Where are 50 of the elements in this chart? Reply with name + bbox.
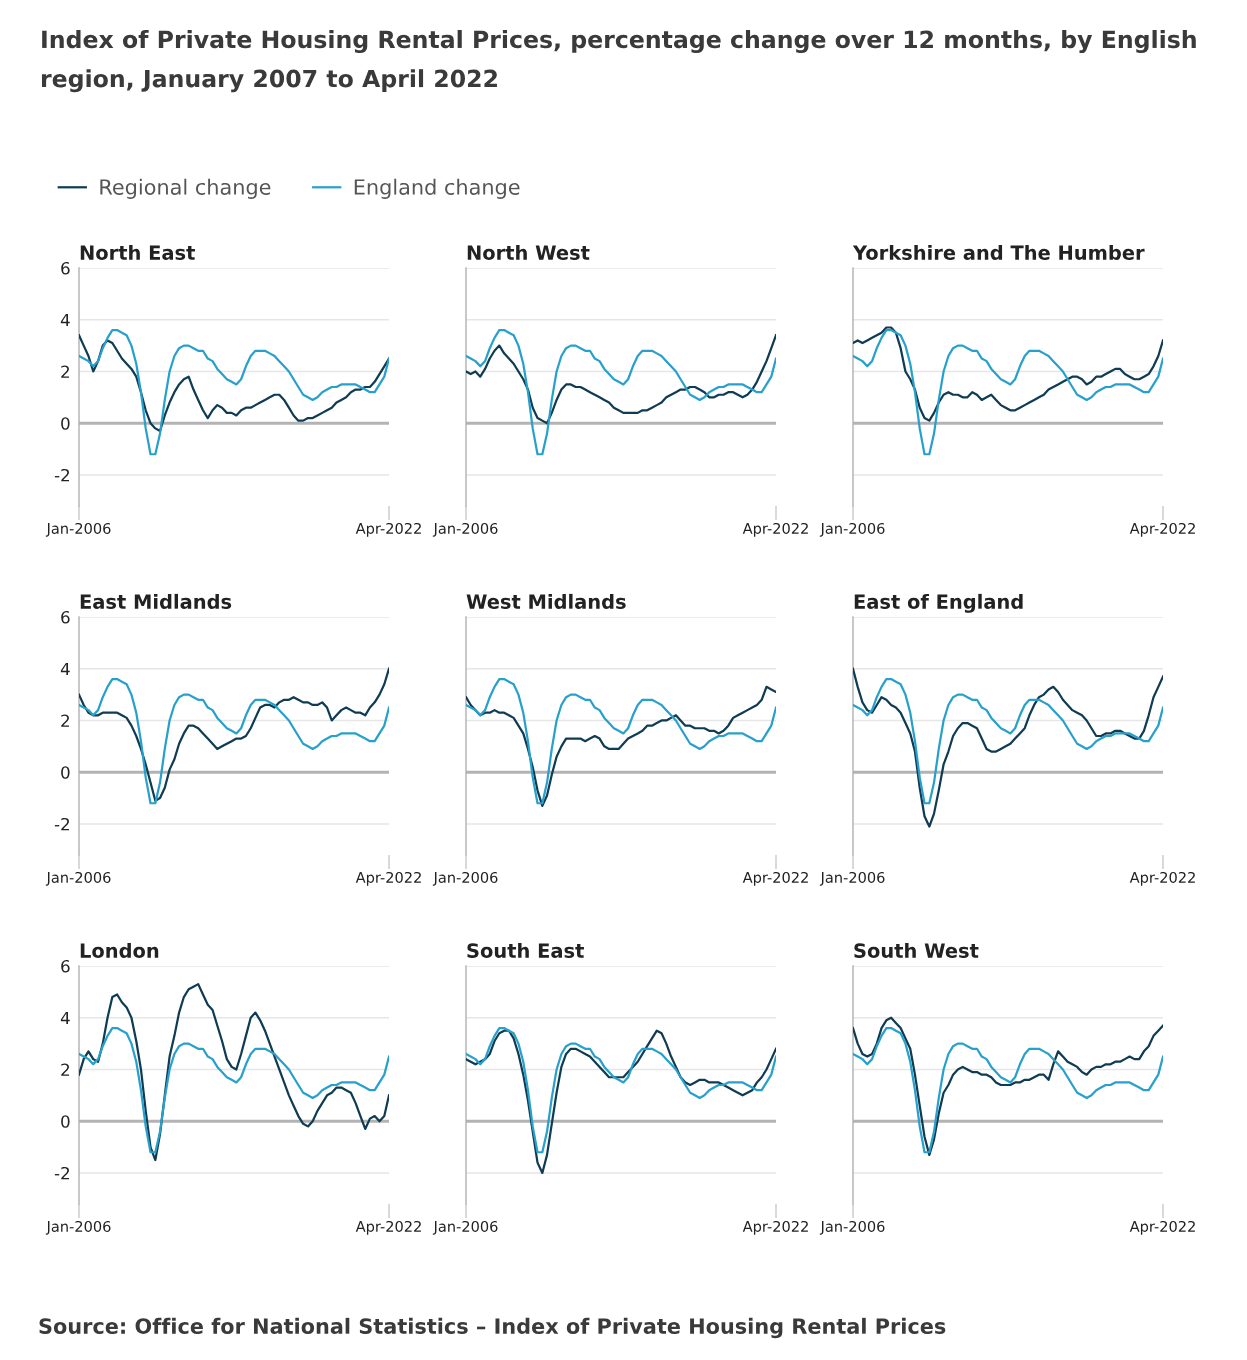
chart-title: South West [854, 942, 979, 958]
chart-title: North East [80, 244, 195, 260]
x-tick-label: Apr-2022 [355, 522, 421, 537]
line-series [79, 328, 389, 456]
x-tick-label: Apr-2022 [742, 522, 808, 537]
y-tick-label: 6 [61, 959, 70, 973]
y-tick-label: 4 [60, 1011, 70, 1025]
x-tick-label: Jan-2006 [432, 1220, 498, 1235]
y-tick-label: 4 [60, 662, 70, 676]
y-tick-label: 0 [61, 766, 70, 779]
x-tick-label: Jan-2006 [45, 1220, 111, 1235]
x-tick-label: Jan-2006 [432, 871, 498, 886]
chart-title: North West [467, 244, 590, 260]
line-series [79, 1026, 389, 1154]
y-tick-label: 0 [61, 1115, 70, 1128]
chart-title: Yorkshire and The Humber [852, 244, 1145, 260]
text: Index of Private Housing Rental Prices, percentage change over 12 months, by English region, January 2007 to April 2022 [41, 30, 1196, 93]
y-tick-label: 0 [61, 417, 70, 430]
y-tick-label: -2 [54, 1166, 69, 1180]
source-note: Source: Office for National Statistics – Index of Private Housing Rental Prices [39, 1317, 946, 1339]
y-tick-label: 4 [60, 313, 70, 327]
chart-title: East of England [854, 593, 1023, 613]
legend-label: Regional change [100, 178, 271, 199]
y-tick-label: 2 [61, 1063, 69, 1076]
chart-title: West Midlands [466, 593, 626, 609]
line-series [79, 334, 389, 433]
x-tick-label: Jan-2006 [45, 871, 111, 886]
x-tick-label: Apr-2022 [1129, 1220, 1195, 1235]
x-tick-label: Apr-2022 [1129, 871, 1195, 886]
x-tick-label: Apr-2022 [355, 1220, 421, 1235]
x-tick-label: Apr-2022 [1129, 522, 1195, 537]
y-tick-label: 6 [61, 261, 70, 275]
x-tick-label: Apr-2022 [742, 871, 808, 886]
line-series [79, 983, 389, 1162]
chart-title: South East [467, 942, 584, 958]
x-tick-label: Jan-2006 [819, 522, 885, 537]
y-tick-label: -2 [54, 817, 69, 831]
y-tick-label: 6 [61, 610, 70, 624]
x-tick-label: Apr-2022 [742, 1220, 808, 1235]
y-tick-label: -2 [54, 468, 69, 482]
y-tick-label: 2 [61, 365, 69, 378]
legend-label: England change [354, 178, 520, 199]
x-tick-label: Jan-2006 [819, 1220, 885, 1235]
x-tick-label: Jan-2006 [432, 522, 498, 537]
x-tick-label: Jan-2006 [819, 871, 885, 886]
x-tick-label: Apr-2022 [355, 871, 421, 886]
chart-title: London [80, 942, 159, 958]
x-tick-label: Jan-2006 [45, 522, 111, 537]
y-tick-label: 2 [61, 714, 69, 727]
chart-title: East Midlands [80, 593, 232, 609]
